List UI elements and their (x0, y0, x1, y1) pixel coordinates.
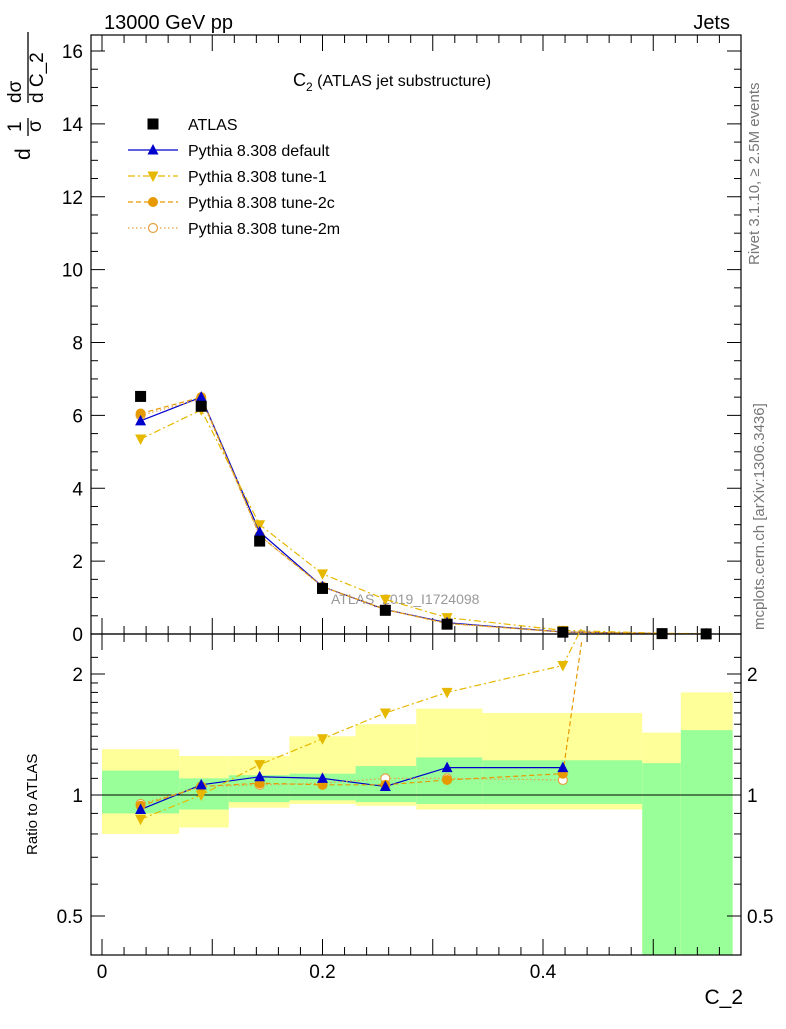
plot-title-main: C (293, 70, 306, 90)
data-point-ratio (317, 734, 328, 745)
legend: ATLAS Pythia 8.308 default Pythia 8.308 tu… (128, 117, 340, 238)
main-y-axis-label: d 1 σ dσ d C_2 (5, 32, 48, 160)
plot-title-rest: (ATLAS jet substructure) (313, 73, 491, 90)
data-point-ratio (557, 761, 569, 773)
ratio-y-tick-label-right: 2 (747, 665, 758, 686)
plot-title: C2 (ATLAS jet substructure) (293, 70, 491, 94)
data-point-main (317, 569, 328, 580)
data-point-ratio (254, 770, 266, 782)
data-point-main (135, 408, 146, 419)
y-tick-label: 16 (62, 42, 83, 63)
data-point-atlas (317, 582, 328, 594)
data-point-atlas (379, 604, 391, 616)
process-label: Jets (693, 12, 730, 34)
legend-entry: Pythia 8.308 default (128, 143, 330, 160)
data-point-ratio (442, 774, 453, 785)
analysis-watermark: ATLAS_2019_I1724098 (331, 591, 480, 607)
ratio-y-tick-label-right: 0.5 (747, 907, 773, 928)
data-point-atlas (135, 390, 147, 402)
data-point-ratio (379, 708, 391, 719)
data-point-ratio (441, 687, 453, 699)
ratio-y-tick-label-right: 1 (747, 786, 758, 807)
ylabel-dc2: d C_2 (27, 52, 48, 103)
legend-marker (147, 118, 159, 130)
ylabel-d: d (12, 148, 35, 160)
data-point-ratio (441, 761, 453, 773)
ratio-y-tick-label: 0.5 (57, 907, 83, 928)
data-point-ratio (195, 790, 207, 801)
x-tick-label: 0 (97, 962, 108, 983)
x-tick-label: 0.4 (530, 962, 557, 983)
x-tick-label: 0.2 (309, 962, 335, 983)
legend-label: ATLAS (188, 117, 238, 134)
data-point-atlas (441, 618, 453, 630)
legend-label: Pythia 8.308 tune-2m (188, 221, 340, 238)
series-line-ratio (140, 627, 583, 820)
mcplots-reference-label: mcplots.cern.ch [arXiv:1306.3436] (751, 403, 768, 630)
y-tick-label: 4 (72, 479, 83, 500)
stat-uncertainty-band (680, 730, 733, 955)
series-line-main (140, 409, 707, 635)
y-tick-label: 2 (72, 552, 83, 573)
legend-marker (147, 144, 159, 155)
data-point-ratio (254, 760, 266, 771)
rivet-version-label: Rivet 3.1.10, ≥ 2.5M events (746, 83, 763, 266)
data-point-ratio (195, 778, 207, 790)
legend-entry: Pythia 8.308 tune-2c (128, 195, 335, 212)
data-point-main (254, 520, 266, 531)
ylabel-dsigma: dσ (5, 80, 26, 103)
data-point-ratio (379, 780, 391, 791)
data-point-atlas (254, 535, 266, 547)
stat-uncertainty-band (642, 763, 681, 955)
legend-marker (148, 197, 158, 207)
data-point-main (135, 414, 147, 426)
y-tick-label: 6 (72, 406, 83, 427)
legend-label: Pythia 8.308 tune-1 (188, 169, 327, 186)
ratio-plot-area: 0 0.2 0.4 0.5 0.5 1 1 2 2 (57, 627, 773, 983)
y-tick-label: 10 (62, 261, 83, 282)
plot-title-subscript: 2 (306, 80, 313, 94)
legend-label: Pythia 8.308 tune-2c (188, 195, 335, 212)
collision-label: 13000 GeV pp (104, 12, 233, 34)
x-axis-label: C_2 (704, 986, 743, 1009)
data-point-main (254, 525, 266, 537)
ratio-y-tick-label: 1 (72, 786, 83, 807)
data-point-ratio (135, 803, 147, 815)
data-point-ratio (135, 814, 147, 826)
legend-marker (147, 222, 159, 234)
series-line-ratio-tail (562, 642, 583, 774)
ylabel-one: 1 (5, 121, 26, 132)
y-tick-label: 12 (62, 188, 83, 209)
data-point-atlas (557, 626, 569, 638)
legend-label: Pythia 8.308 default (188, 143, 330, 160)
series-line-main (140, 398, 707, 635)
y-tick-label: 14 (62, 115, 84, 136)
ratio-y-axis-label: Ratio to ATLAS (24, 754, 41, 855)
legend-entry: ATLAS (147, 117, 238, 134)
main-plot-area: 0 2 4 6 8 10 12 14 16 (62, 34, 742, 646)
data-point-main (135, 434, 147, 446)
legend-entry: Pythia 8.308 tune-1 (128, 169, 327, 186)
legend-marker (147, 171, 159, 182)
ylabel-sigma: σ (25, 120, 46, 132)
data-point-atlas (195, 400, 207, 412)
data-point-ratio (317, 772, 328, 783)
data-point-main (195, 391, 207, 402)
data-point-main (379, 594, 391, 606)
data-point-ratio (557, 660, 569, 672)
legend-entry: Pythia 8.308 tune-2m (128, 221, 340, 238)
y-tick-label: 0 (72, 625, 83, 646)
ratio-y-tick-label: 2 (72, 665, 83, 686)
y-tick-label: 8 (72, 334, 83, 355)
